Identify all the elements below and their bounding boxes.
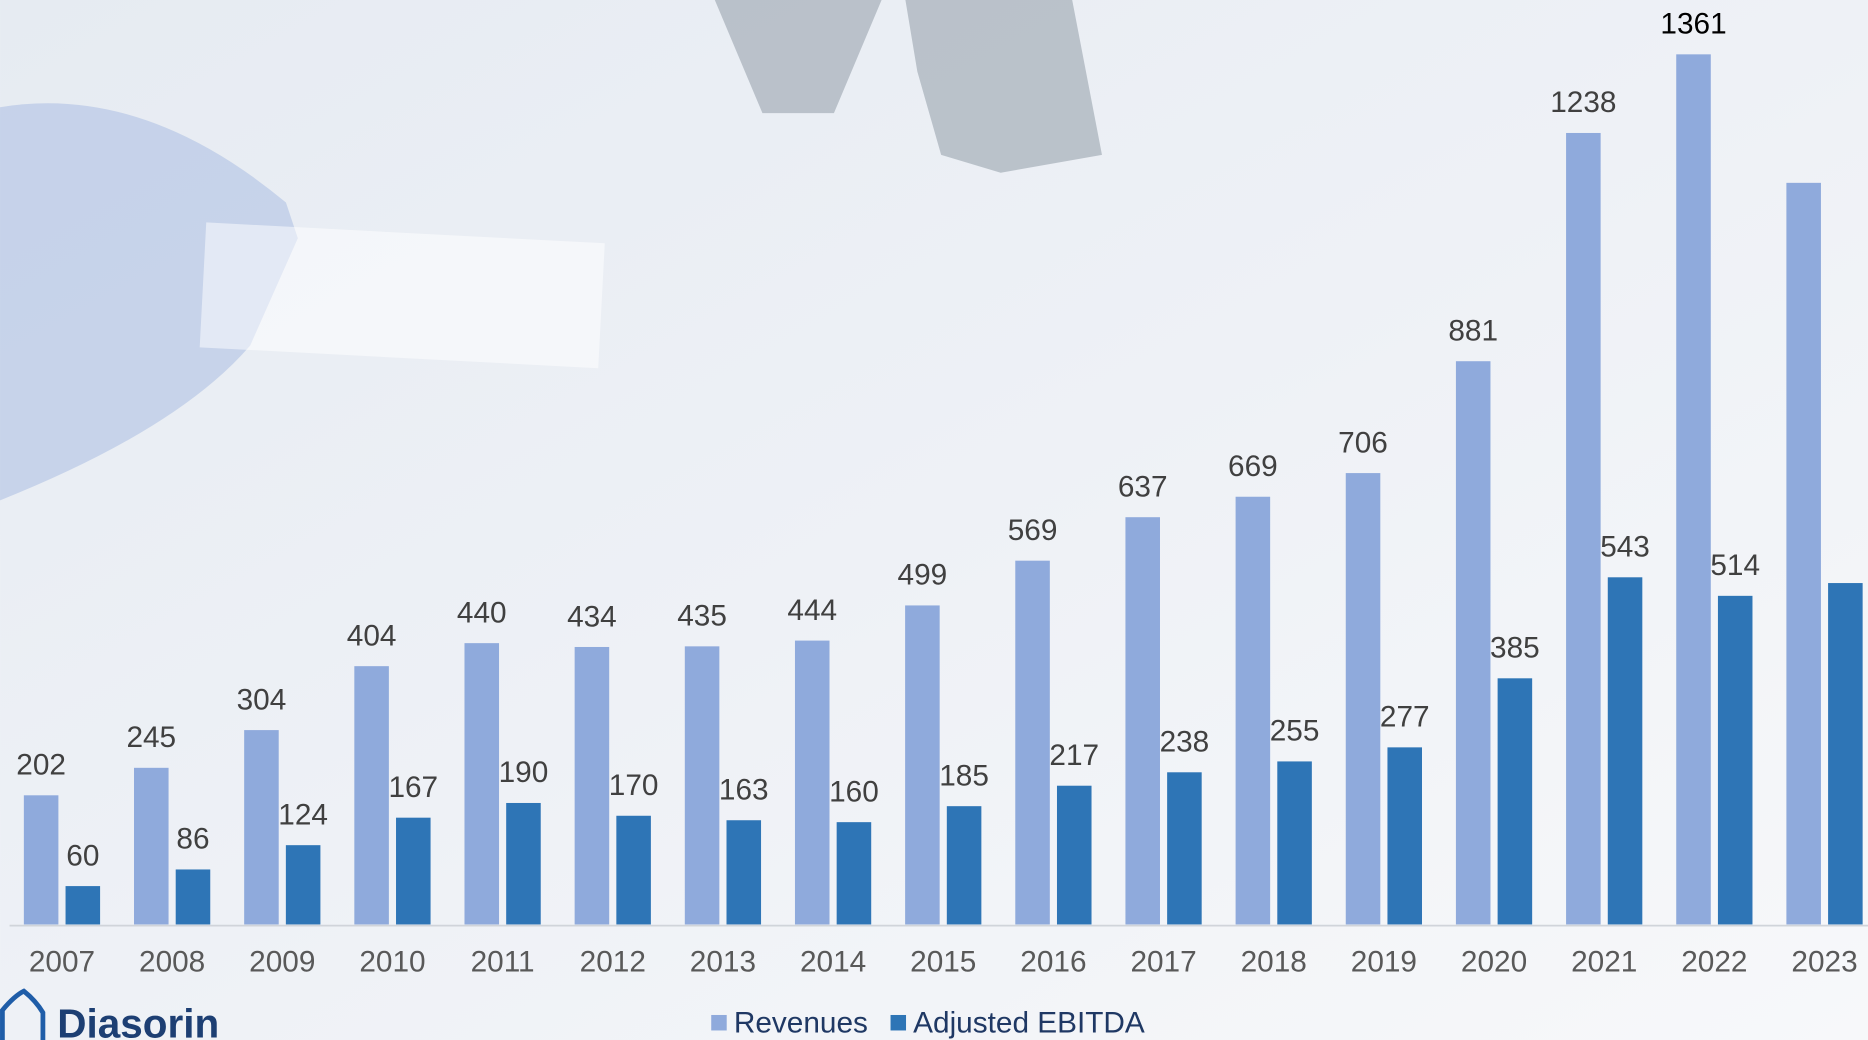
x-tick-label: 2008 — [139, 946, 205, 979]
data-label: 499 — [898, 559, 948, 592]
bar — [1387, 747, 1422, 924]
x-tick-label: 2023 — [1791, 946, 1857, 979]
bar — [1456, 361, 1491, 924]
data-label: 190 — [499, 756, 549, 789]
data-label: 434 — [567, 600, 617, 633]
bar — [1236, 497, 1271, 925]
data-label: 60 — [66, 839, 99, 872]
bar — [1167, 772, 1202, 924]
data-label: 202 — [16, 749, 66, 782]
bar — [286, 845, 321, 924]
bar — [244, 730, 279, 924]
data-label: 277 — [1380, 701, 1430, 734]
bar — [506, 803, 541, 924]
logo: Diasorin — [57, 1001, 219, 1040]
data-label: 245 — [126, 721, 176, 754]
data-label: 404 — [347, 619, 397, 652]
data-label: 124 — [278, 798, 328, 831]
chart: Diasorin 2007 202 60 2008 245 86 2009 304 124 201… — [0, 0, 1868, 1040]
bar — [1125, 517, 1160, 924]
bar — [396, 818, 431, 925]
slide-decoration — [200, 222, 605, 368]
bar — [795, 641, 830, 925]
bar — [1346, 473, 1381, 924]
x-tick-label: 2009 — [249, 946, 315, 979]
x-tick-label: 2017 — [1130, 946, 1196, 979]
data-label: 435 — [677, 600, 727, 633]
bar — [1566, 133, 1601, 924]
x-tick-label: 2015 — [910, 946, 976, 979]
bar — [134, 768, 169, 925]
bar — [616, 816, 651, 925]
data-label: 238 — [1160, 726, 1210, 759]
data-label: 706 — [1338, 426, 1388, 459]
bar — [1498, 678, 1533, 924]
bar — [1277, 761, 1312, 924]
data-label: 637 — [1118, 470, 1168, 503]
data-label: 1361 — [1660, 8, 1726, 41]
bar — [1057, 786, 1092, 925]
x-tick-label: 2016 — [1020, 946, 1086, 979]
data-label: 163 — [719, 774, 769, 807]
x-tick-label: 2022 — [1681, 946, 1747, 979]
x-tick-label: 2019 — [1351, 946, 1417, 979]
x-tick-label: 2011 — [471, 946, 535, 979]
x-tick-label: 2021 — [1571, 946, 1637, 979]
data-label: 514 — [1710, 549, 1760, 582]
bar — [1786, 183, 1821, 925]
bar — [176, 869, 211, 924]
bar — [1828, 583, 1863, 924]
data-label: 1238 — [1550, 86, 1616, 119]
data-label: 167 — [388, 771, 438, 804]
data-label: 86 — [176, 823, 209, 856]
data-label: 304 — [237, 683, 287, 716]
bar — [905, 605, 940, 924]
x-tick-label: 2013 — [690, 946, 756, 979]
data-label: 255 — [1270, 715, 1320, 748]
data-label: 160 — [829, 775, 879, 808]
bar — [354, 666, 389, 924]
x-tick-label: 2020 — [1461, 946, 1527, 979]
x-tick-label: 2007 — [29, 946, 95, 979]
legend-swatch — [711, 1015, 726, 1030]
data-label: 543 — [1600, 531, 1650, 564]
data-label: 217 — [1049, 739, 1099, 772]
bar — [1676, 54, 1711, 924]
bar — [464, 643, 499, 924]
x-tick-label: 2014 — [800, 946, 866, 979]
data-label: 444 — [787, 594, 837, 627]
bar — [727, 820, 762, 924]
data-label: 440 — [457, 596, 507, 629]
bar — [1718, 596, 1753, 925]
data-label: 569 — [1008, 514, 1058, 547]
bar — [1608, 577, 1643, 924]
bar — [685, 646, 720, 924]
bar — [947, 806, 982, 924]
data-label: 170 — [609, 769, 659, 802]
legend-label: Adjusted EBITDA — [913, 1006, 1145, 1039]
legend-swatch — [891, 1015, 906, 1030]
bar — [24, 795, 59, 924]
legend-label: Revenues — [734, 1006, 868, 1039]
bar — [1015, 561, 1050, 925]
x-tick-label: 2012 — [580, 946, 646, 979]
bar — [575, 647, 610, 924]
page: {"logo": "Diasorin", "chart_data": {"typ… — [0, 0, 1868, 1040]
data-label: 881 — [1448, 314, 1498, 347]
x-tick-label: 2018 — [1241, 946, 1307, 979]
data-label: 385 — [1490, 632, 1540, 665]
data-label: 669 — [1228, 450, 1278, 483]
bar — [66, 886, 101, 924]
bar — [837, 822, 872, 924]
data-label: 185 — [939, 759, 989, 792]
x-tick-label: 2010 — [359, 946, 425, 979]
